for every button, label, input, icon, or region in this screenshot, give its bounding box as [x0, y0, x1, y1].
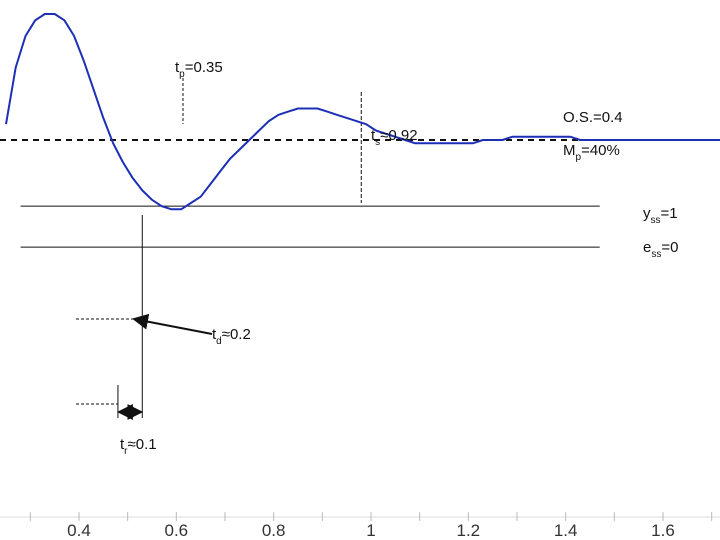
- tr-annotation: tr≈0.1: [120, 436, 157, 457]
- x-tick-label: 0.4: [67, 521, 91, 540]
- x-tick-label: 0.6: [165, 521, 189, 540]
- x-tick-label: 1.2: [457, 521, 481, 540]
- x-tick-label: 1: [366, 521, 375, 540]
- ess-annotation: ess=0: [643, 239, 678, 260]
- x-tick-label: 0.8: [262, 521, 286, 540]
- yss-annotation: yss=1: [643, 205, 678, 226]
- x-tick-label: 1.6: [651, 521, 675, 540]
- series-layer: [5, 13, 720, 211]
- mp-annotation: Mp=40%: [563, 142, 620, 163]
- td-arrow: [132, 313, 213, 335]
- x-tick-label: 1.4: [554, 521, 578, 540]
- overshoot-annotation: O.S.=0.4: [563, 109, 623, 126]
- x-axis: 0.4 0.6 0.8 1 1.2 1.4 1.6: [0, 512, 720, 540]
- tp-annotation: tp=0.35: [175, 59, 223, 80]
- td-annotation: td≈0.2: [212, 326, 251, 347]
- series-line-0: [5, 13, 720, 211]
- ts-annotation: ts≈0.92: [371, 127, 418, 148]
